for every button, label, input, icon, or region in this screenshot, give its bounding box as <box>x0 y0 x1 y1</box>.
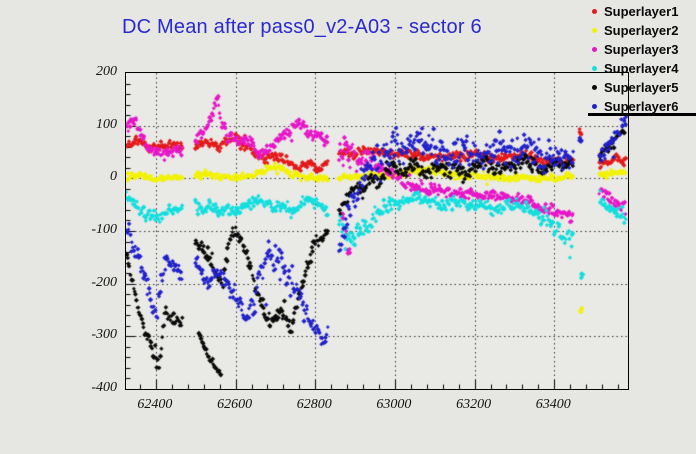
y-tick-label: -200 <box>91 274 117 290</box>
x-tick-label: 63400 <box>535 397 571 412</box>
legend-item: Superlayer5 <box>592 78 696 97</box>
plot-canvas <box>126 73 628 389</box>
legend-item-label: Superlayer4 <box>604 61 679 76</box>
x-tick-label: 63200 <box>456 397 492 412</box>
legend-item: Superlayer4 <box>592 59 696 78</box>
legend-marker-icon <box>592 47 597 52</box>
legend-marker-icon <box>592 66 597 71</box>
legend: Superlayer1 Superlayer2 Superlayer3 Superla… <box>592 2 696 116</box>
legend-marker-icon <box>592 104 597 109</box>
legend-marker-icon <box>592 85 597 90</box>
legend-border-bar <box>588 113 696 116</box>
legend-item: Superlayer3 <box>592 40 696 59</box>
y-tick-label: -100 <box>91 222 117 237</box>
plot-frame <box>125 72 629 390</box>
y-tick-label: 200 <box>96 64 117 79</box>
legend-item: Superlayer6 <box>592 97 696 116</box>
x-tick-label: 62400 <box>137 397 173 412</box>
y-tick-label: 100 <box>96 116 117 132</box>
legend-marker-icon <box>592 28 597 33</box>
y-tick-label: 0 <box>110 169 117 185</box>
legend-item-label: Superlayer5 <box>604 80 679 95</box>
legend-item: Superlayer1 <box>592 2 696 21</box>
legend-item-label: Superlayer3 <box>604 42 679 57</box>
legend-item: Superlayer2 <box>592 21 696 40</box>
x-tick-label: 62600 <box>217 397 253 412</box>
y-tick-label: -400 <box>91 380 117 395</box>
legend-item-label: Superlayer1 <box>604 4 679 19</box>
legend-item-label: Superlayer2 <box>604 23 679 38</box>
legend-item-label: Superlayer6 <box>604 99 679 114</box>
legend-marker-icon <box>592 9 597 14</box>
y-tick-label: -300 <box>91 327 117 343</box>
chart-title: DC Mean after pass0_v2-A03 - sector 6 <box>122 16 482 38</box>
x-tick-label: 63000 <box>376 397 412 412</box>
x-tick-label: 62800 <box>296 397 332 412</box>
